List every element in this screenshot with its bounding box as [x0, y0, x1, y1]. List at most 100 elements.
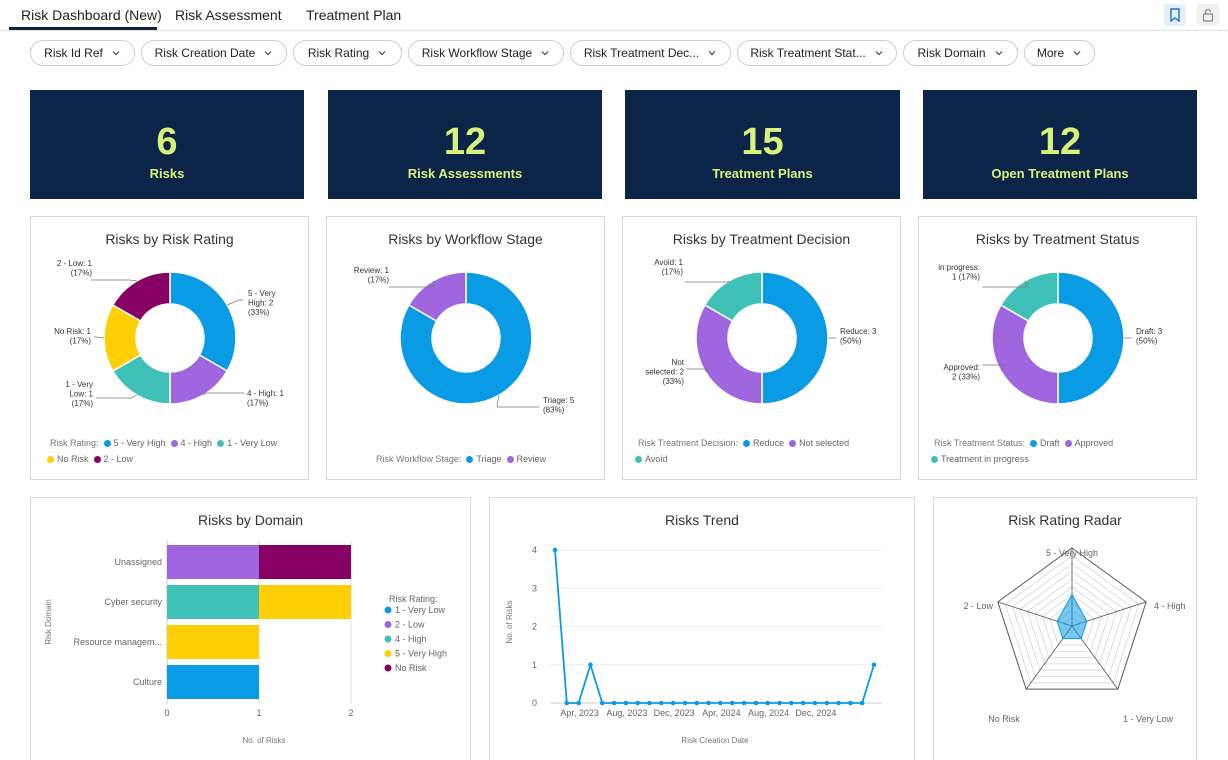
slice-label: High: 2: [248, 299, 274, 308]
legend-swatch: [170, 440, 178, 448]
donut-slice: [999, 271, 1059, 323]
data-point: [635, 700, 641, 706]
y-tick-label: 0: [532, 698, 537, 708]
tab-risk-dashboard[interactable]: Risk Dashboard (New): [21, 7, 162, 23]
chart-legend: Risk Rating: 5 - Very High 4 - High 1 - Ver…: [47, 435, 305, 467]
filter-risk-domain[interactable]: Risk Domain: [903, 40, 1018, 66]
callout-line: [227, 299, 243, 306]
chart-legend: Risk Workflow Stage: Triage Review: [376, 451, 601, 467]
card-risks-by-risk-rating: Risks by Risk Rating 5 - Very High: 2 (33%…: [30, 216, 309, 480]
legend-item[interactable]: Approved: [1074, 438, 1114, 448]
data-point: [623, 700, 629, 706]
kpi-value: 12: [1038, 121, 1082, 163]
bar-chart-risk-domain: 0 1 2 Unassigned Cyber security Resource mana…: [44, 540, 447, 745]
data-point: [777, 700, 782, 706]
legend-item[interactable]: Treatment in progress: [941, 454, 1029, 464]
kpi-open-treatment-plans[interactable]: 12 Open Treatment Plans: [923, 90, 1197, 199]
x-axis-title: Risk Creation Date: [681, 736, 749, 745]
legend-item[interactable]: Avoid: [645, 454, 668, 464]
data-point: [552, 547, 558, 553]
filter-label: Risk Id Ref: [44, 46, 103, 60]
legend-item: 1 - Very Low: [395, 605, 446, 615]
legend-swatch: [384, 650, 392, 657]
x-tick-label: 2: [348, 708, 353, 718]
chevron-down-icon: [875, 51, 883, 56]
bar-segment: [259, 545, 351, 579]
slice-label: (50%): [840, 337, 862, 346]
legend-title: Risk Rating:: [389, 594, 438, 604]
legend-item[interactable]: No Risk: [57, 454, 89, 464]
filter-risk-treatment-status[interactable]: Risk Treatment Stat...: [737, 40, 897, 66]
filter-risk-creation-date[interactable]: Risk Creation Date: [141, 40, 287, 66]
slice-label: 1 - Very: [65, 380, 93, 389]
radar-area: [1056, 593, 1088, 640]
kpi-treatment-plans[interactable]: 15 Treatment Plans: [625, 90, 900, 199]
legend-item[interactable]: 5 - Very High: [113, 438, 166, 448]
data-point: [694, 700, 700, 706]
radar-axis-label: No Risk: [988, 714, 1020, 724]
slice-label: 2 (33%): [952, 373, 980, 382]
filter-label: Risk Rating: [307, 46, 370, 60]
filter-risk-workflow-stage[interactable]: Risk Workflow Stage: [408, 40, 564, 66]
slice-label: (17%): [368, 276, 390, 285]
slice-label: (17%): [72, 399, 94, 408]
data-point: [871, 662, 877, 668]
filter-risk-treatment-decision[interactable]: Risk Treatment Dec...: [570, 40, 731, 66]
filter-label: Risk Creation Date: [154, 46, 256, 60]
legend-item[interactable]: Triage: [476, 454, 502, 464]
radar-axis-label: 2 - Low: [963, 601, 993, 611]
kpi-risks[interactable]: 6 Risks: [30, 90, 304, 199]
legend-item[interactable]: Draft: [1040, 438, 1060, 448]
tab-risk-assessment[interactable]: Risk Assessment: [175, 7, 282, 23]
slice-label: (33%): [248, 308, 270, 317]
filter-label: Risk Workflow Stage: [421, 46, 533, 60]
data-point: [611, 700, 617, 706]
card-title: Risks by Domain: [197, 512, 304, 528]
donut-slice: [111, 271, 171, 323]
chart-legend: Risk Treatment Decision: Reduce Not select…: [635, 435, 893, 467]
legend-item[interactable]: 1 - Very Low: [227, 438, 278, 448]
legend-item[interactable]: Reduce: [753, 438, 785, 448]
data-point: [753, 700, 759, 706]
bar-segment: [167, 665, 259, 699]
donut-slice: [761, 271, 829, 405]
donut-chart-workflow-stage: Triage: 5(83%) Review: 1(17%): [354, 266, 575, 415]
x-tick-label: Dec, 2023: [654, 708, 695, 718]
tab-treatment-plan[interactable]: Treatment Plan: [306, 7, 402, 23]
filter-label: Risk Treatment Stat...: [750, 46, 866, 60]
legend-title: Risk Rating:: [50, 438, 99, 448]
slice-label: 1 (17%): [952, 273, 980, 282]
legend-item[interactable]: 2 - Low: [103, 454, 134, 464]
kpi-risk-assessments[interactable]: 12 Risk Assessments: [328, 90, 602, 199]
x-tick-label: Dec, 2024: [795, 708, 836, 718]
radar-grid-ring: [1027, 578, 1117, 665]
legend-item[interactable]: Review: [516, 454, 547, 464]
filter-label: More: [1036, 46, 1065, 60]
bookmark-icon[interactable]: [1164, 4, 1186, 26]
donut-slice: [399, 271, 533, 405]
radar-grid-ring: [1019, 570, 1125, 671]
data-point: [812, 700, 818, 706]
filter-risk-id-ref[interactable]: Risk Id Ref: [30, 40, 135, 66]
legend-item: 2 - Low: [395, 620, 425, 630]
kpi-label: Treatment Plans: [712, 166, 813, 181]
callout-line: [96, 394, 138, 399]
card-risks-by-treatment-status: Risks by Treatment Status Draft: 3 (50%) A…: [918, 216, 1197, 480]
filter-label: Risk Domain: [917, 46, 986, 60]
filter-more[interactable]: More: [1024, 40, 1095, 66]
legend-item[interactable]: 4 - High: [180, 438, 213, 448]
legend-item[interactable]: Not selected: [799, 438, 850, 448]
x-tick-label: 1: [256, 708, 261, 718]
y-axis-title: No. of Risks: [505, 600, 514, 643]
callout-line: [389, 280, 436, 288]
slice-label: (17%): [247, 399, 269, 408]
filter-risk-rating[interactable]: Risk Rating: [293, 40, 402, 66]
y-tick-label: 4: [532, 545, 537, 555]
unlock-icon[interactable]: [1197, 4, 1219, 26]
legend-swatch: [93, 456, 101, 464]
chart-legend: Risk Treatment Status: Draft Approved Trea…: [931, 435, 1189, 467]
radar-grid-ring: [997, 547, 1147, 690]
radar-axis-label: 4 - High: [1154, 601, 1186, 611]
data-point: [647, 700, 652, 706]
